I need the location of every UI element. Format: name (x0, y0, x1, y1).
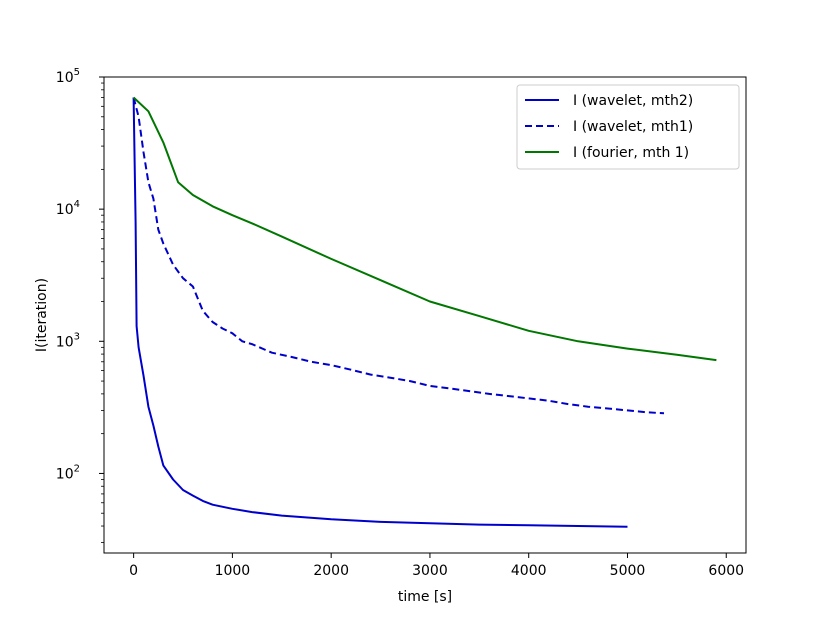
legend-label: I (fourier, mth 1) (573, 145, 689, 161)
legend-label: I (wavelet, mth2) (573, 93, 693, 109)
x-tick-label: 4000 (511, 563, 547, 579)
x-tick-label: 2000 (313, 563, 349, 579)
x-axis-ticks: 0 1000 2000 3000 4000 5000 6000 (129, 553, 744, 579)
x-tick-label: 3000 (412, 563, 448, 579)
series-line (132, 97, 628, 528)
series-line (132, 97, 665, 415)
legend-label: I (wavelet, mth1) (573, 119, 693, 135)
y-tick-label: 104 (56, 199, 80, 218)
axes-frame (103, 76, 747, 554)
y-tick-label: 103 (56, 331, 80, 350)
x-axis-label: time [s] (398, 589, 452, 605)
y-axis-label: I(iteration) (34, 278, 50, 352)
y-tick-label: 102 (56, 463, 80, 482)
legend: I (wavelet, mth2) I (wavelet, mth1) I (fou… (516, 84, 740, 170)
y-axis-ticks: 102 103 104 105 (56, 67, 104, 543)
x-tick-label: 6000 (708, 563, 744, 579)
x-tick-label: 5000 (610, 563, 646, 579)
series-line (132, 96, 717, 362)
y-tick-label: 105 (56, 67, 80, 86)
x-tick-label: 0 (129, 563, 138, 579)
series-lines (132, 96, 717, 528)
legend-box (516, 84, 740, 170)
x-tick-label: 1000 (215, 563, 251, 579)
